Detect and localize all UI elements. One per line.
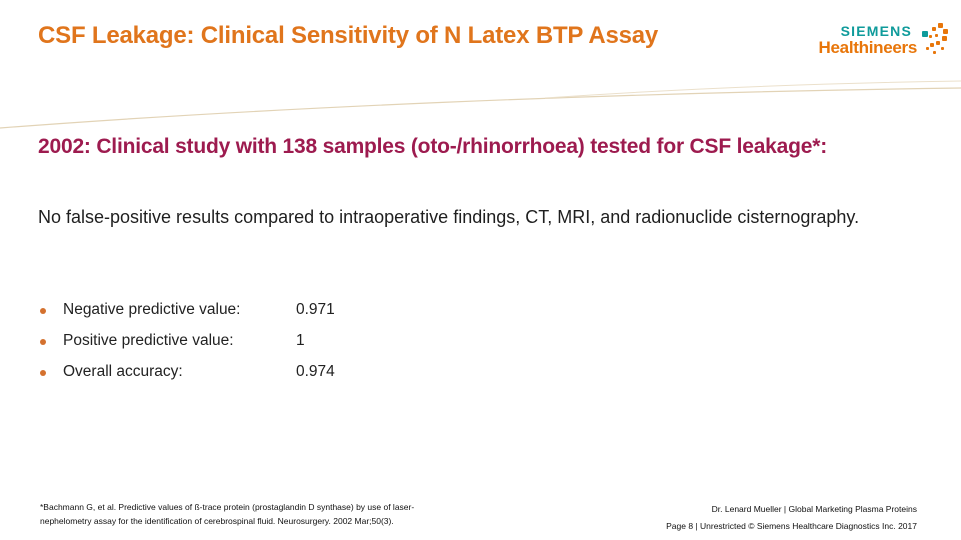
- bullet-label: Overall accuracy:: [63, 363, 183, 380]
- body-text: No false-positive results compared to in…: [38, 207, 860, 227]
- page-title: CSF Leakage: Clinical Sensitivity of N L…: [38, 22, 659, 49]
- bullet-dot-icon: [40, 339, 46, 345]
- bullet-value: 0.971: [296, 301, 335, 318]
- bullet-dot-icon: [40, 370, 46, 376]
- bullet-dot-icon: [40, 308, 46, 314]
- list-item: Positive predictive value: 1: [38, 332, 335, 363]
- bullet-value: 0.974: [296, 363, 335, 380]
- list-item: Negative predictive value: 0.971: [38, 301, 335, 332]
- footer-author: Dr. Lenard Mueller | Global Marketing Pl…: [711, 504, 917, 514]
- footnote-text: *Bachmann G, et al. Predictive values of…: [40, 500, 490, 528]
- footer-page-info: Page 8 | Unrestricted © Siemens Healthca…: [666, 520, 917, 531]
- logo-spark-icon: [922, 23, 948, 54]
- brand-healthineers-text: Healthineers: [818, 38, 918, 57]
- list-item: Overall accuracy: 0.974: [38, 363, 335, 394]
- study-heading: 2002: Clinical study with 138 samples (o…: [38, 135, 828, 158]
- slide-footer: Dr. Lenard Mueller | Global Marketing Pl…: [666, 501, 917, 534]
- bullet-value: 1: [296, 332, 305, 349]
- siemens-healthineers-logo: SIEMENS Healthineers: [788, 23, 948, 64]
- footnote-line: *Bachmann G, et al. Predictive values of…: [40, 502, 415, 512]
- footnote-line: nephelometry assay for the identificatio…: [40, 516, 394, 526]
- bullet-label: Negative predictive value:: [63, 301, 241, 318]
- brand-siemens-text: SIEMENS: [840, 23, 912, 39]
- results-list: Negative predictive value: 0.971 Positiv…: [38, 301, 335, 394]
- bullet-label: Positive predictive value:: [63, 332, 234, 349]
